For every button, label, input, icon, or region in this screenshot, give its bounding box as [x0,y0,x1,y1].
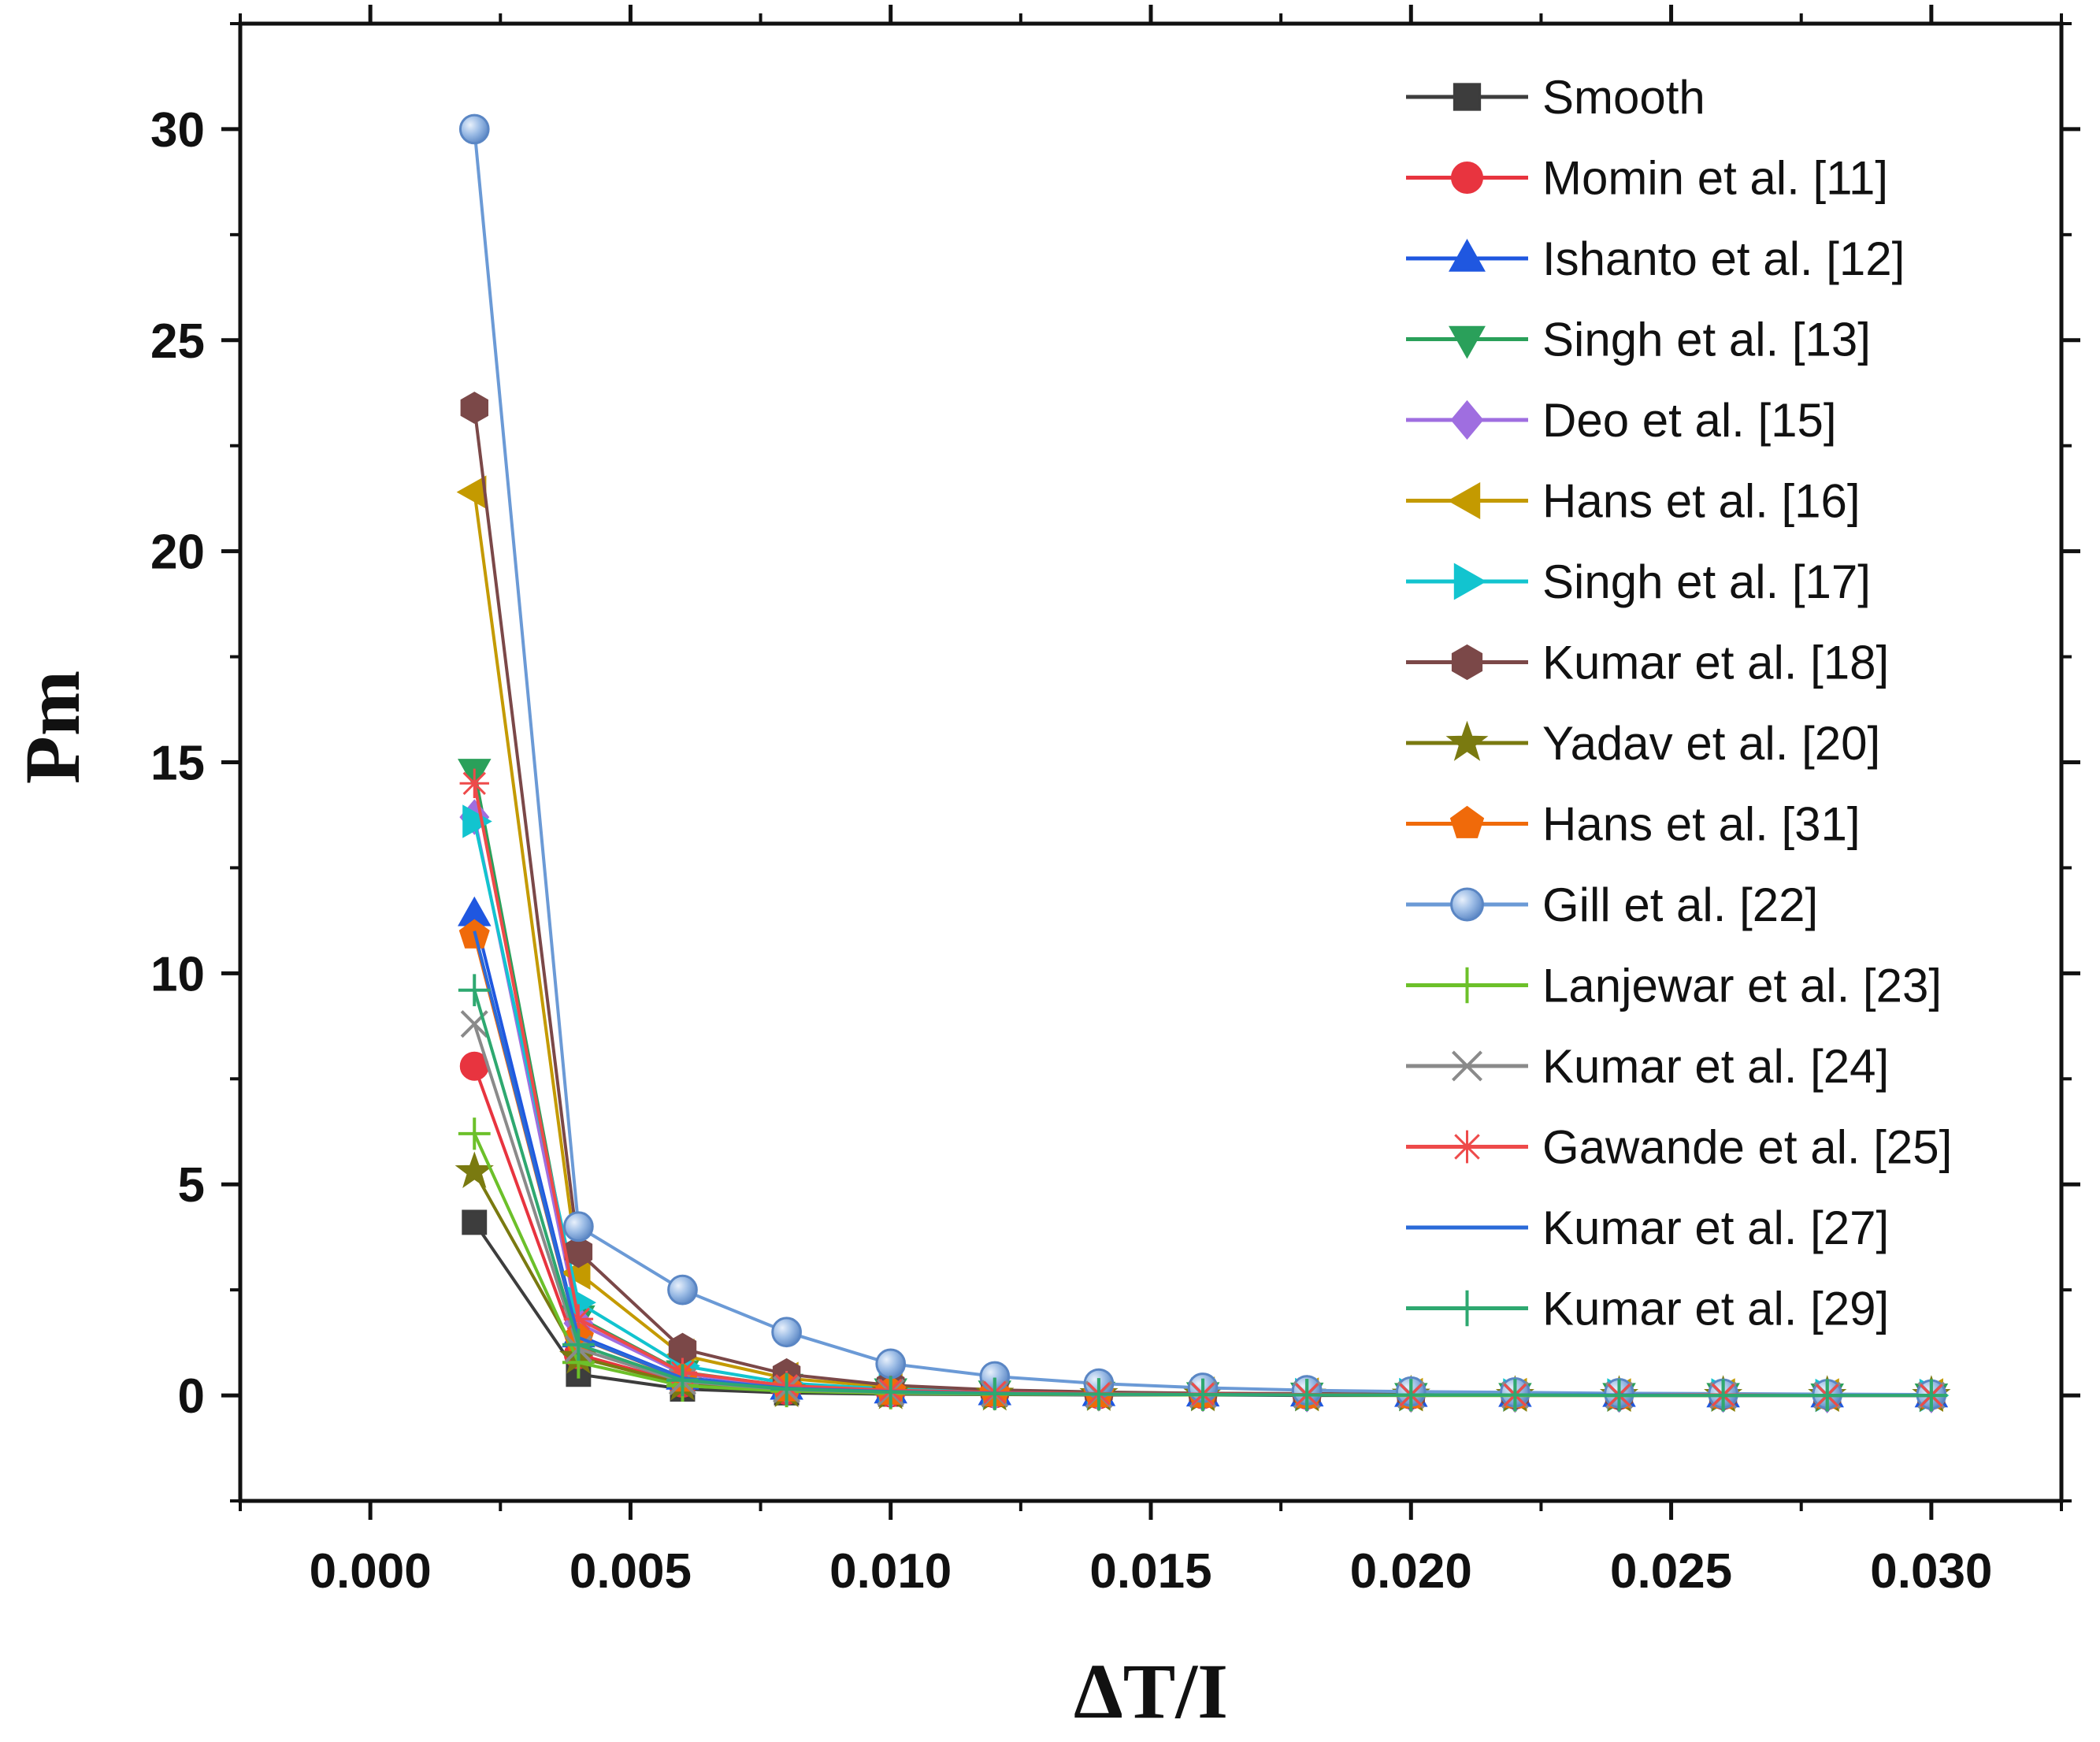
legend-label: Kumar et al. [18] [1542,637,1889,689]
legend-marker [1453,83,1482,111]
legend-item-3: Singh et al. [13] [1406,314,1871,366]
series-15 [458,974,1948,1412]
legend-label: Yadav et al. [20] [1542,717,1880,770]
data-point [771,1317,802,1348]
y-tick-label: 20 [150,526,205,580]
legend-label: Momin et al. [11] [1542,152,1888,205]
data-point [563,1211,594,1242]
data-point [460,392,488,424]
legend-marker [1450,1130,1484,1164]
legend-item-14: Kumar et al. [27] [1406,1202,1889,1254]
legend-item-10: Gill et al. [22] [1406,878,1818,931]
y-tick-label: 10 [150,947,205,1001]
data-point [1499,1379,1531,1411]
data-point [455,1151,494,1189]
legend-item-5: Hans et al. [16] [1406,475,1861,528]
legend-item-8: Yadav et al. [20] [1406,717,1880,770]
legend-label: Ishanto et al. [12] [1542,232,1905,285]
legend-marker [1449,239,1486,272]
data-point [458,1117,491,1150]
data-point [1707,1379,1740,1412]
legend-marker [1453,563,1487,600]
data-point [875,1348,907,1380]
series-5 [456,475,1943,1412]
legend-label: Kumar et al. [27] [1542,1202,1889,1254]
legend-item-7: Kumar et al. [18] [1406,637,1889,689]
data-point [1290,1379,1323,1411]
legend-item-13: Gawande et al. [25] [1406,1121,1952,1174]
legend: Smooth Momin et al. [11] Ishanto et al. [1… [1406,71,1952,1335]
data-point [666,1364,699,1397]
data-point [1915,1379,1948,1412]
legend-label: Hans et al. [16] [1542,475,1861,528]
data-point [563,1304,594,1334]
legend-label: Gill et al. [22] [1542,878,1818,931]
legend-label: Singh et al. [17] [1542,555,1871,608]
series-line [473,492,1931,1397]
x-tick-label: 0.020 [1350,1544,1472,1599]
axes-layer: 0.000 0.005 0.010 0.015 0.020 0.025 0.030 0 5 10 1… [150,5,2080,1599]
data-point [462,1209,488,1235]
data-point [1082,1378,1115,1410]
legend-marker [1450,399,1484,440]
x-tick-label: 0.005 [570,1544,692,1599]
data-point [462,804,492,838]
legend-item-9: Hans et al. [31] [1406,798,1861,851]
legend-label: Lanjewar et al. [23] [1542,960,1942,1012]
legend-marker [1450,887,1484,922]
x-tick-label: 0.030 [1870,1544,1992,1599]
data-point [1603,1379,1635,1412]
data-point [458,113,490,145]
data-point [978,1377,1011,1410]
y-axis-title: Pm [9,670,96,784]
legend-marker [1445,720,1489,761]
data-point [459,768,489,798]
legend-item-12: Kumar et al. [24] [1406,1040,1889,1093]
legend-marker [1449,805,1485,838]
legend-item-1: Momin et al. [11] [1406,152,1888,205]
legend-item-4: Deo et al. [15] [1406,394,1837,447]
legend-marker [1447,482,1481,519]
data-point [1186,1378,1219,1411]
legend-item-2: Ishanto et al. [12] [1406,232,1905,285]
data-point [562,1328,595,1361]
legend-item-6: Singh et al. [17] [1406,555,1871,608]
x-tick-label: 0.010 [829,1544,952,1599]
data-point [874,1376,907,1409]
data-point [458,974,491,1007]
x-axis-title: ΔT/I [1074,1647,1228,1735]
y-tick-label: 25 [150,314,205,369]
legend-label: Gawande et al. [25] [1542,1121,1952,1174]
y-tick-label: 0 [178,1369,205,1424]
data-point [770,1372,803,1406]
legend-marker [1451,162,1483,194]
legend-marker [1451,644,1483,681]
data-point [564,1235,593,1268]
data-point [667,1274,698,1306]
y-tick-label: 5 [178,1158,205,1213]
legend-label: Deo et al. [15] [1542,394,1837,447]
legend-label: Smooth [1542,71,1705,124]
y-tick-label: 15 [150,737,205,791]
legend-item-0: Smooth [1406,71,1705,124]
legend-marker [1449,1290,1486,1327]
legend-label: Kumar et al. [29] [1542,1283,1889,1335]
x-tick-label: 0.000 [310,1544,432,1599]
legend-marker [1449,325,1486,359]
data-point [1394,1379,1427,1411]
legend-label: Kumar et al. [24] [1542,1040,1889,1093]
x-tick-label: 0.015 [1089,1544,1211,1599]
data-point [1811,1379,1844,1412]
legend-label: Singh et al. [13] [1542,314,1871,366]
x-tick-label: 0.025 [1610,1544,1732,1599]
legend-label: Hans et al. [31] [1542,798,1861,851]
legend-item-11: Lanjewar et al. [23] [1406,960,1942,1012]
legend-item-15: Kumar et al. [29] [1406,1283,1889,1335]
series-layer [455,113,1951,1413]
y-tick-label: 30 [150,103,205,158]
legend-marker [1449,967,1486,1004]
data-point [456,475,487,509]
legend-marker [1452,1050,1482,1082]
